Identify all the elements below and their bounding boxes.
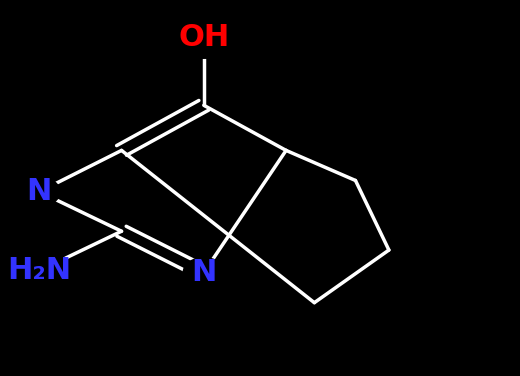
Circle shape	[8, 248, 70, 293]
Text: N: N	[191, 258, 216, 287]
Circle shape	[183, 258, 224, 288]
Text: N: N	[27, 177, 52, 206]
Text: OH: OH	[178, 23, 229, 52]
Text: H₂N: H₂N	[7, 256, 71, 285]
Circle shape	[176, 17, 232, 58]
Circle shape	[19, 177, 60, 207]
